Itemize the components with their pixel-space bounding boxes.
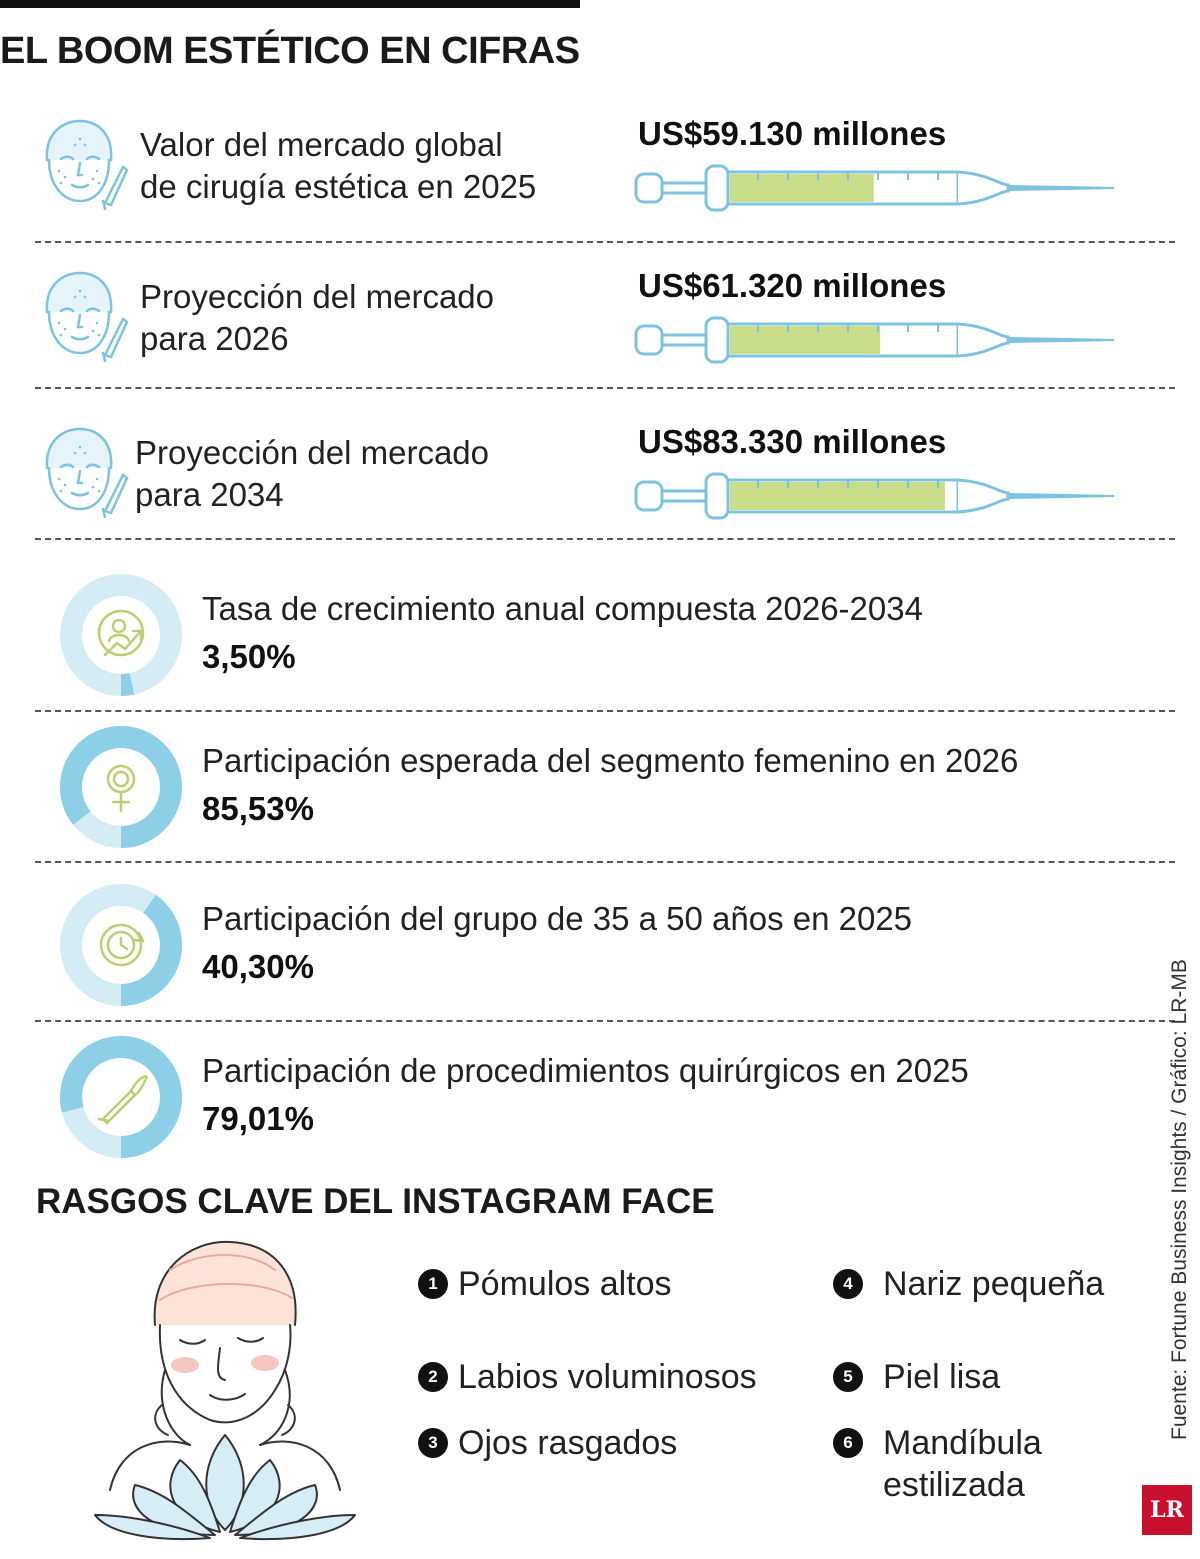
share-value-label: 85,53%	[202, 790, 314, 827]
share-value-label: 40,30%	[202, 948, 314, 985]
share-label: Tasa de crecimiento anual compuesta 2026…	[202, 590, 923, 627]
feature-number: 1	[418, 1269, 448, 1299]
share-value-label: 79,01%	[202, 1100, 314, 1137]
donut-share-arc	[60, 884, 182, 1006]
syringe-fill	[730, 482, 945, 510]
market-value-label: US$61.320 millones	[638, 267, 947, 304]
feature-item: 3 Ojos rasgados	[418, 1422, 677, 1464]
feature-label: Mandíbula estilizada	[883, 1424, 1042, 1504]
feature-number: 5	[833, 1362, 863, 1392]
syringe-fill	[730, 326, 881, 354]
market-label: Proyección del mercado para 2026	[140, 276, 494, 360]
donut-share-arc	[60, 726, 182, 848]
feature-item: 4 Nariz pequeña	[833, 1263, 1104, 1305]
lr-logo: LR	[1142, 1485, 1192, 1535]
page-title: EL BOOM ESTÉTICO EN CIFRAS	[0, 30, 580, 72]
feature-label: Pómulos altos	[458, 1265, 672, 1303]
clock-icon	[99, 923, 145, 967]
face-treatment-icon	[45, 119, 129, 210]
scalpel-icon	[97, 1075, 149, 1125]
feature-label: Piel lisa	[883, 1358, 1001, 1396]
feature-item: 1 Pómulos altos	[418, 1263, 672, 1305]
feature-label: Ojos rasgados	[458, 1424, 678, 1462]
share-label: Participación esperada del segmento feme…	[202, 742, 1019, 779]
syringe-bar	[634, 164, 1114, 212]
market-label: Valor del mercado global de cirugía estét…	[140, 124, 536, 208]
feature-item: 5 Piel lisa	[833, 1356, 1000, 1398]
syringe-bar	[634, 316, 1114, 364]
share-donut	[60, 726, 182, 848]
syringe-bar	[634, 472, 1114, 520]
feature-number: 3	[418, 1428, 448, 1458]
share-label: Participación del grupo de 35 a 50 años …	[202, 900, 913, 937]
source-credit: Fuente: Fortune Business Insights / Gráf…	[1168, 959, 1191, 1440]
feature-label: Nariz pequeña	[883, 1265, 1105, 1303]
divider	[35, 710, 1175, 712]
market-value-label: US$83.330 millones	[638, 423, 947, 460]
divider	[35, 1020, 1175, 1022]
woman-face-illustration	[94, 1240, 356, 1541]
growth-person-icon	[97, 609, 145, 657]
donut-share-arc	[60, 1036, 182, 1158]
share-donut	[60, 574, 182, 696]
features-title: RASGOS CLAVE DEL INSTAGRAM FACE	[36, 1182, 715, 1221]
market-label-line: para 2034	[135, 476, 284, 513]
face-treatment-icon	[45, 271, 129, 362]
feature-number: 4	[833, 1269, 863, 1299]
donut-share-arc	[60, 574, 182, 696]
top-rule	[0, 0, 580, 8]
market-label-line: Proyección del mercado	[135, 434, 490, 471]
face-treatment-icon	[45, 427, 129, 518]
divider	[35, 861, 1175, 863]
market-label-line: Valor del mercado global	[140, 126, 503, 163]
share-donut	[60, 1036, 182, 1158]
feature-item: 6 Mandíbula estilizada	[833, 1422, 1083, 1506]
share-label: Participación de procedimientos quirúrgi…	[202, 1052, 969, 1089]
market-label-line: Proyección del mercado	[140, 278, 495, 315]
share-value-label: 3,50%	[202, 638, 296, 675]
market-label-line: de cirugía estética en 2025	[140, 168, 537, 205]
share-donut	[60, 884, 182, 1006]
feature-item: 2 Labios voluminosos	[418, 1356, 757, 1398]
divider	[35, 241, 1175, 243]
feature-number: 2	[418, 1362, 448, 1392]
feature-number: 6	[833, 1428, 863, 1458]
female-symbol-icon	[106, 764, 136, 813]
divider	[35, 538, 1175, 540]
divider	[35, 387, 1175, 389]
market-label: Proyección del mercado para 2034	[135, 432, 489, 516]
market-value-label: US$59.130 millones	[638, 115, 947, 152]
syringe-fill	[730, 174, 874, 202]
feature-label: Labios voluminosos	[458, 1358, 757, 1396]
market-label-line: para 2026	[140, 320, 289, 357]
